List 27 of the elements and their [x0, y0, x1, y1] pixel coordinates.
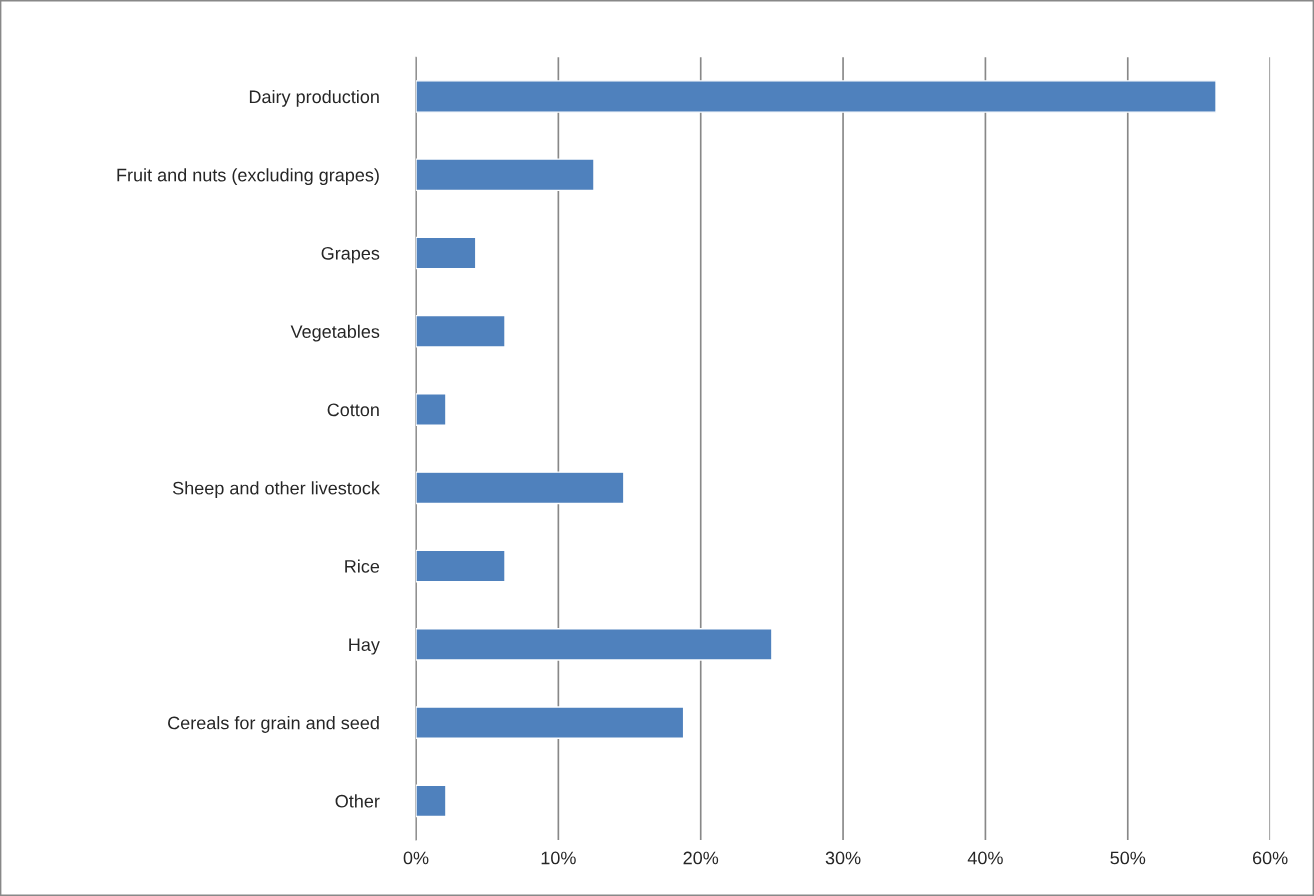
bar — [416, 471, 625, 505]
y-tick-label: Cotton — [327, 403, 379, 417]
y-tick-label: Grapes — [321, 246, 380, 264]
y-tick-label: Sheep and other livestock — [172, 481, 380, 499]
x-tick-label: 10% — [541, 851, 576, 865]
x-tick-label: 0% — [403, 851, 429, 865]
x-tick-label: 30% — [825, 851, 861, 865]
bar — [416, 236, 477, 270]
x-tick-label: 50% — [1110, 851, 1146, 865]
y-tick-label: Cereals for grain and seed — [168, 716, 379, 733]
bar — [416, 784, 447, 818]
y-tick-label: Hay — [349, 638, 380, 655]
x-tick-label: 40% — [967, 851, 1003, 865]
bar — [416, 706, 685, 739]
x-tick-label: 20% — [683, 851, 719, 865]
bar — [416, 393, 447, 426]
bar — [416, 314, 506, 348]
y-tick-label: Other — [335, 794, 380, 808]
y-tick-label: Vegetables — [290, 324, 380, 342]
y-tick-label: Fruit and nuts (excluding grapes) — [117, 168, 379, 186]
y-tick-label: Rice — [345, 559, 380, 573]
bar — [416, 80, 1217, 113]
bar — [416, 549, 506, 583]
x-tick-label: 60% — [1252, 851, 1288, 865]
bar — [416, 627, 773, 661]
y-tick-label: Dairy production — [249, 89, 379, 107]
bar — [416, 158, 595, 192]
